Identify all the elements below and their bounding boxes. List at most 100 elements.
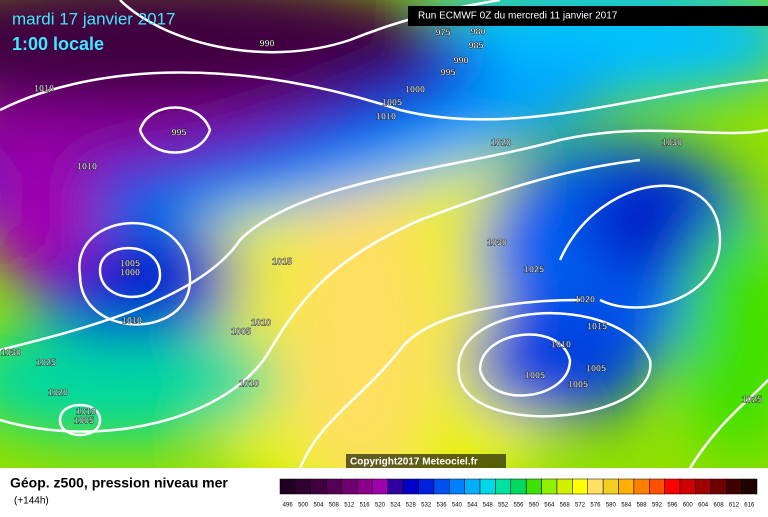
scale-swatch (664, 478, 681, 495)
scale-swatch (679, 478, 696, 495)
isobar-label: 1025 (524, 264, 544, 274)
scale-swatch (310, 478, 327, 495)
time: 1:00 locale (12, 34, 104, 54)
scale-swatch (279, 478, 296, 495)
isobar-label: 1005 (231, 326, 251, 336)
isobar-label: 1005 (586, 363, 606, 373)
scale-swatch (618, 478, 635, 495)
scale-label: 524 (390, 503, 401, 509)
scale-swatch (387, 478, 404, 495)
scale-swatch (495, 478, 512, 495)
scale-label: 520 (375, 503, 386, 509)
scale-swatch (510, 478, 527, 495)
scale-label: 572 (575, 503, 586, 509)
scale-swatch (525, 478, 542, 495)
isobar-label: 1020 (575, 294, 595, 304)
scale-swatch (710, 478, 727, 495)
isobar-label: 1010 (376, 111, 396, 121)
scale-label: 548 (483, 503, 494, 509)
scale-label: 580 (606, 503, 617, 509)
scale-swatch (464, 478, 481, 495)
isobar-label: 1000 (120, 267, 140, 277)
scale-swatch (479, 478, 496, 495)
scale-swatch (541, 478, 558, 495)
scale-swatch (402, 478, 419, 495)
isobar-label: 1000 (405, 84, 425, 94)
copyright: Copyright2017 Meteociel.fr (350, 457, 478, 468)
isobar-label: 980 (470, 26, 485, 36)
scale-label: 512 (344, 503, 355, 509)
isobar-label: 1025 (742, 394, 762, 404)
color-scale: 496 500 504 508 512 516 520 524 528 532 536 540 544 5… (279, 478, 758, 509)
isobar-label: 1025 (36, 357, 56, 367)
scale-label: 504 (313, 503, 324, 509)
scale-label: 616 (744, 503, 755, 509)
scale-label: 500 (298, 503, 309, 509)
scale-label: 564 (544, 503, 555, 509)
isobar-label: 1030 (662, 137, 682, 147)
scale-label: 532 (421, 503, 432, 509)
copyright-box (346, 454, 506, 468)
scale-swatch (356, 478, 373, 495)
scale-swatch (418, 478, 435, 495)
scale-swatch (741, 478, 758, 495)
isobar-label: 1015 (587, 321, 607, 331)
scale-swatch (725, 478, 742, 495)
isobar-label: 990 (453, 55, 468, 65)
scale-swatch (602, 478, 619, 495)
date: mardi 17 janvier 2017 (12, 9, 175, 28)
scale-label: 496 (283, 503, 294, 509)
scale-label: 600 (683, 503, 694, 509)
footer-title: Géop. z500, pression niveau mer (10, 475, 228, 491)
isobar-label: 1005 (382, 97, 402, 107)
isobar-label: 1005 (120, 258, 140, 268)
isobar-label: 1010 (551, 339, 571, 349)
scale-label: 576 (590, 503, 601, 509)
scale-label: 540 (452, 503, 463, 509)
scale-swatch (449, 478, 465, 495)
isobar-label: 1005 (525, 370, 545, 380)
scale-swatch (433, 478, 450, 495)
scale-swatch (341, 478, 358, 495)
isobar-label: 1020 (491, 137, 511, 147)
scale-label: 592 (652, 503, 663, 509)
scale-label: 544 (467, 503, 478, 509)
isobar-label: 985 (468, 40, 483, 50)
scale-label: 612 (729, 503, 740, 509)
scale-swatch (572, 478, 588, 495)
isobar-label: 995 (440, 67, 455, 77)
scale-swatch (649, 478, 665, 495)
run-box (408, 6, 768, 26)
scale-swatch (695, 478, 712, 495)
scale-swatch (587, 478, 604, 495)
scale-swatch (295, 478, 312, 495)
scale-label: 568 (560, 503, 571, 509)
run: Run ECMWF 0Z du mercredi 11 janvier 2017 (418, 11, 618, 22)
isobar-label: 1005 (568, 379, 588, 389)
isobar-label: 1010 (34, 83, 54, 93)
scale-label: 604 (698, 503, 709, 509)
scale-label: 556 (513, 503, 524, 509)
scale-label: 560 (529, 503, 540, 509)
scale-swatch (633, 478, 650, 495)
isobar-label: 1010 (239, 378, 259, 388)
isobar-label: 1020 (48, 387, 68, 397)
isobar-label: 995 (171, 127, 186, 137)
scale-label: 588 (637, 503, 648, 509)
lead: (+144h) (14, 496, 49, 507)
isobar-label: 1010 (77, 161, 97, 171)
scale-swatch (372, 478, 388, 495)
scale-label: 608 (714, 503, 725, 509)
isobar-label: 1005 (74, 415, 94, 425)
scale-label: 584 (621, 503, 632, 509)
isobar-label: 1010 (76, 406, 96, 416)
isobar-label: 1010 (251, 317, 271, 327)
scale-label: 536 (437, 503, 448, 509)
isobar-label: 990 (259, 38, 274, 48)
scale-label: 508 (329, 503, 340, 509)
isobar-label: 1010 (122, 315, 142, 325)
scale-label: 596 (667, 503, 678, 509)
